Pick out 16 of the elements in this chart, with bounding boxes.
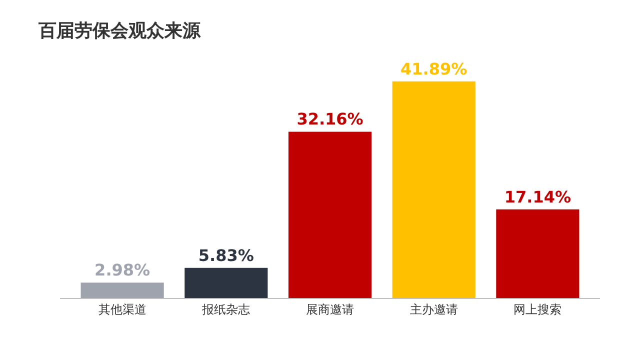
bar (392, 81, 476, 298)
data-label: 5.83% (198, 246, 254, 265)
data-label: 17.14% (504, 187, 572, 206)
data-label: 41.89% (400, 59, 468, 78)
bar (80, 282, 164, 298)
bar (184, 268, 268, 298)
bar (496, 209, 580, 298)
data-label: 32.16% (296, 110, 364, 129)
chart-title: 百届劳保会观众来源 (37, 20, 202, 42)
x-tick-label: 其他渠道 (98, 302, 146, 316)
x-tick-label: 网上搜索 (514, 302, 562, 316)
x-tick-label: 主办邀请 (410, 302, 458, 316)
bar (288, 132, 372, 298)
x-tick-label: 报纸杂志 (201, 302, 250, 316)
data-label: 2.98% (94, 260, 150, 280)
x-tick-label: 展商邀请 (306, 302, 354, 316)
